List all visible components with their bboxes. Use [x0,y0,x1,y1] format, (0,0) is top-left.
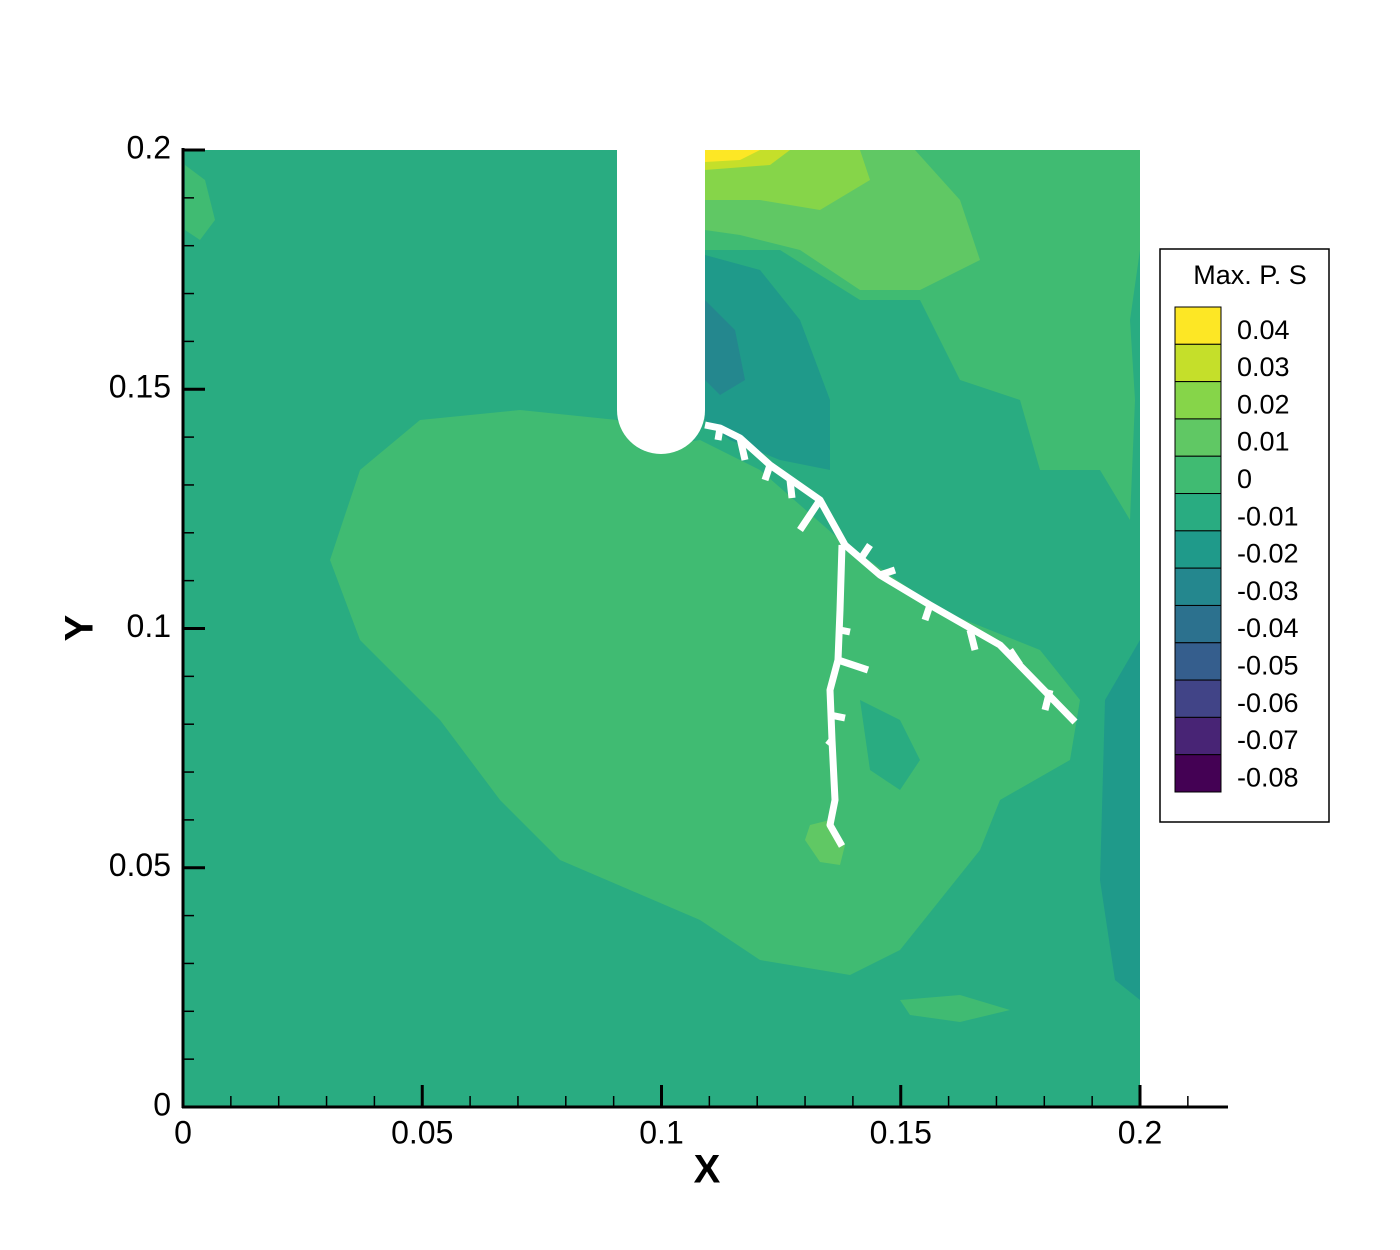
y-axis-title: Y [58,614,102,641]
legend-label: -0.05 [1237,651,1299,681]
crack-branch [704,421,1078,725]
legend-label: -0.02 [1237,539,1299,569]
x-tick-label: 0.05 [391,1114,453,1150]
legend-title: Max. P. S [1193,260,1307,290]
legend-swatch [1174,493,1222,532]
legend-label: 0.04 [1237,315,1290,345]
legend-label: -0.08 [1237,762,1299,792]
contour-region [330,410,1080,975]
legend-label: -0.04 [1237,613,1299,643]
legend-swatch [1174,754,1222,793]
legend-swatch [1174,604,1222,644]
notch [617,150,705,454]
contour-region [705,150,760,162]
legend-swatch [1174,530,1222,569]
legend-swatch [1174,455,1222,495]
contour-region [1100,640,1140,1000]
y-tick-label: 0.15 [109,369,171,405]
legend-swatch [1174,642,1222,681]
legend-swatch [1174,567,1222,606]
contour-region [185,165,215,240]
legend-swatch [1174,418,1222,457]
legend-label: -0.06 [1237,688,1299,718]
y-tick-label: 0 [153,1086,171,1122]
x-tick-label: 0.2 [1118,1114,1162,1150]
legend: Max. P. S 0.04 0.03 0.02 0.01 0 -0.01 -0.02 -0.… [1159,248,1330,823]
legend-label: 0.03 [1237,352,1290,382]
legend-label: -0.01 [1237,501,1299,531]
legend-swatch [1174,306,1222,345]
axes [181,148,1228,1109]
x-axis-title: X [694,1148,721,1192]
x-tick-label: 0.1 [639,1114,683,1150]
legend-swatch [1174,716,1222,756]
contour-region [900,995,1010,1022]
x-tick-label: 0.15 [870,1114,932,1150]
y-tick-label: 0.05 [109,847,171,883]
x-tick-label: 0 [174,1114,192,1150]
crack [704,421,1078,848]
legend-swatch [1174,343,1222,383]
contour-field [183,150,1140,1107]
contour-region [860,700,920,790]
legend-swatch [1174,679,1222,718]
contour-region [705,255,830,470]
legend-label: 0.01 [1237,427,1290,457]
legend-label: -0.03 [1237,576,1299,606]
contour-region [705,300,745,395]
y-tick-label: 0.2 [127,129,171,165]
legend-swatch [1174,381,1222,420]
legend-label: 0 [1237,464,1252,494]
legend-label: 0.02 [1237,389,1290,419]
legend-label: -0.07 [1237,725,1299,755]
y-tick-label: 0.1 [127,608,171,644]
crack-spur [714,427,1054,748]
